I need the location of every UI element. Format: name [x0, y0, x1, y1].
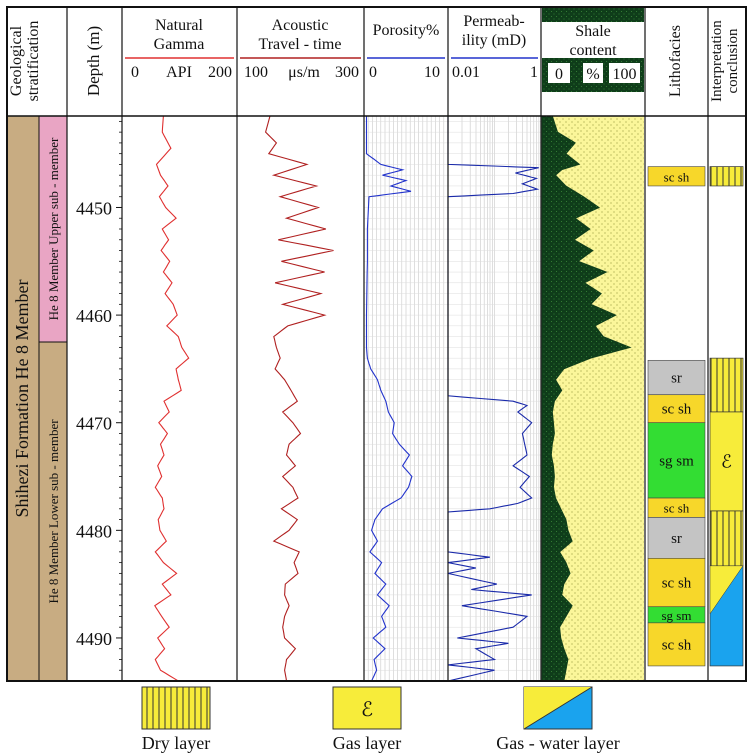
lithofacies-label: sc sh — [662, 402, 692, 418]
legend-dry-label: Dry layer — [142, 733, 210, 753]
depth-tick-label: 4460 — [76, 306, 112, 326]
header-labels: sc sh sr sc sh sg sm sc sh sr sc sh sg sm sc sh ℰ… — [8, 13, 741, 653]
shale-title-line1: Shale — [575, 23, 611, 40]
lithofacies-label: sr — [671, 531, 682, 547]
acoustic-title-line2: Travel - time — [259, 36, 342, 53]
lithofacies-label: sg sm — [662, 608, 692, 623]
shale-header-title-bg — [542, 22, 644, 64]
track-fills — [7, 8, 744, 681]
acoustic-scale-min: 100 — [244, 64, 268, 81]
shale-scale-label: 0 — [555, 66, 563, 83]
perm-title-line1: Permeab- — [463, 13, 524, 30]
acoustic-scale-unit: μs/m — [288, 64, 320, 81]
lithofacies-block — [647, 166, 706, 187]
gamma-curve — [154, 115, 190, 682]
legend: Dry layer ℰ Gas layer Gas - water layer — [141, 686, 620, 753]
lithofacies-label: sg sm — [659, 453, 694, 469]
lithofacies-block — [647, 622, 706, 667]
gamma-title-line2: Gamma — [154, 36, 205, 53]
lithofacies-label: sc sh — [662, 637, 692, 653]
shale-scale-label: % — [586, 66, 599, 83]
gamma-title-line1: Natural — [155, 17, 204, 34]
lithofacies-header: Lithofacies — [667, 25, 684, 97]
gas-layer-block — [709, 411, 744, 512]
legend-gas-swatch — [332, 686, 402, 730]
shale-title-line2: content — [569, 42, 617, 59]
upper-submember-label: He 8 Member Upper sub - member — [46, 137, 61, 320]
shale-header-band — [542, 8, 644, 22]
legend-dry-swatch — [141, 686, 211, 730]
porosity-scale-min: 0 — [369, 64, 377, 81]
interp-header-line1: Interpretation — [709, 20, 725, 102]
shale-scale-label: 100 — [613, 66, 637, 83]
depth-tick-label: 4490 — [76, 629, 112, 649]
gamma-scale-unit: API — [166, 64, 192, 81]
depth-header: Depth (m) — [84, 26, 103, 96]
legend-gas-label: Gas layer — [333, 733, 401, 753]
shale-content-curve — [541, 115, 632, 682]
porosity-title: Porosity% — [373, 22, 440, 39]
perm-scale-min: 0.01 — [452, 64, 480, 81]
lithofacies-block — [647, 517, 706, 559]
gaswater-gas-part — [709, 565, 744, 615]
acoustic-scale-max: 300 — [335, 64, 359, 81]
interp-header-line2: conclusion — [725, 28, 741, 93]
geo-header-line1: Geological — [8, 25, 25, 96]
log-curves — [154, 115, 632, 682]
depth-tick-label: 4470 — [76, 414, 112, 434]
porosity-scale-max: 10 — [424, 64, 440, 81]
legend-gaswater-label: Gas - water layer — [496, 733, 619, 753]
dry-layer-block — [709, 357, 744, 413]
track-grids — [364, 116, 541, 682]
upper-submember-cell — [39, 116, 67, 342]
shale-scale-box — [609, 63, 640, 83]
lower-submember-cell — [39, 342, 67, 681]
dry-layer-block — [709, 166, 744, 187]
lithofacies-label: sc sh — [664, 169, 690, 184]
depth-tick-label: 4450 — [76, 198, 112, 218]
lithofacies-block — [647, 558, 706, 608]
formation-label: Shihezi Formation He 8 Member — [12, 280, 32, 518]
lithofacies-block — [647, 422, 706, 499]
formation-cell — [7, 116, 39, 681]
porosity-curve — [365, 116, 413, 682]
shale-scale-box — [548, 63, 570, 83]
track-borders — [6, 6, 747, 682]
lithofacies-block — [647, 394, 706, 424]
lithofacies-label: sc sh — [664, 501, 690, 516]
gas-symbol: ℰ — [721, 451, 732, 471]
lithofacies-label: sr — [671, 371, 682, 387]
geo-header-line2: stratification — [25, 21, 42, 102]
lower-submember-label: He 8 Member Lower sub - member — [46, 419, 61, 604]
depth-tick-label: 4480 — [76, 521, 112, 541]
acoustic-title-line1: Acoustic — [272, 17, 329, 34]
dry-layer-block — [709, 510, 744, 567]
lithofacies-block — [647, 359, 706, 396]
perm-curve — [447, 116, 540, 682]
gamma-scale-min: 0 — [131, 64, 139, 81]
lithofacies-label: sc sh — [662, 576, 692, 592]
shale-scale-box — [583, 63, 603, 83]
acoustic-curve — [264, 115, 334, 682]
legend-gaswater-diag — [523, 686, 593, 730]
legend-gas-symbol: ℰ — [361, 699, 373, 721]
perm-scale-max: 1 — [530, 64, 538, 81]
perm-title-line2: ility (mD) — [462, 32, 526, 49]
gamma-scale-max: 200 — [208, 64, 232, 81]
